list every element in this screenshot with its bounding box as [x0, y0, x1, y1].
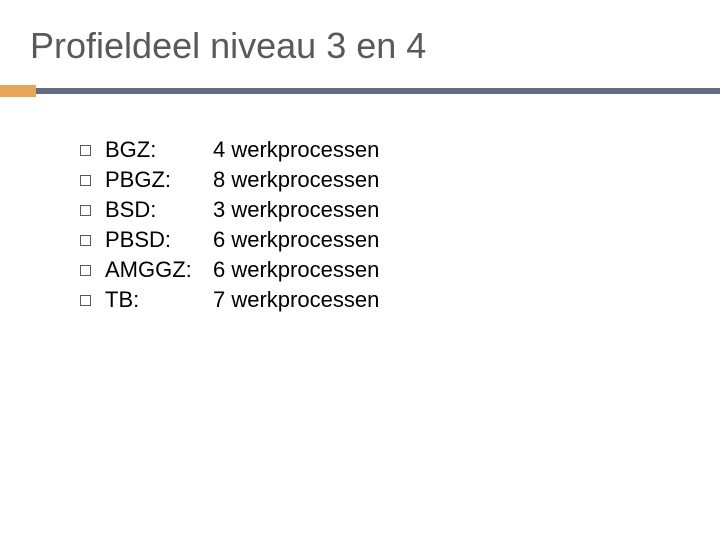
bullet-icon: [80, 145, 91, 156]
item-value: 3 werkprocessen: [213, 197, 379, 223]
item-value: 4 werkprocessen: [213, 137, 379, 163]
slide-title: Profieldeel niveau 3 en 4: [30, 25, 690, 67]
item-label: BGZ:: [105, 137, 213, 163]
item-value: 6 werkprocessen: [213, 257, 379, 283]
bullet-icon: [80, 175, 91, 186]
list-item: PBGZ: 8 werkprocessen: [80, 167, 690, 193]
content-list: BGZ: 4 werkprocessen PBGZ: 8 werkprocess…: [30, 127, 690, 313]
item-text: BSD: 3 werkprocessen: [105, 197, 379, 223]
item-text: BGZ: 4 werkprocessen: [105, 137, 379, 163]
list-item: AMGGZ: 6 werkprocessen: [80, 257, 690, 283]
slide-container: Profieldeel niveau 3 en 4 BGZ: 4 werkpro…: [0, 0, 720, 540]
list-item: TB: 7 werkprocessen: [80, 287, 690, 313]
item-value: 8 werkprocessen: [213, 167, 379, 193]
item-text: PBSD: 6 werkprocessen: [105, 227, 379, 253]
list-item: BSD: 3 werkprocessen: [80, 197, 690, 223]
item-text: TB: 7 werkprocessen: [105, 287, 379, 313]
item-value: 6 werkprocessen: [213, 227, 379, 253]
bullet-icon: [80, 295, 91, 306]
accent-block: [0, 85, 36, 97]
bullet-icon: [80, 265, 91, 276]
bullet-icon: [80, 235, 91, 246]
list-item: BGZ: 4 werkprocessen: [80, 137, 690, 163]
divider-line: [36, 88, 720, 94]
item-label: PBGZ:: [105, 167, 213, 193]
item-label: TB:: [105, 287, 213, 313]
item-label: AMGGZ:: [105, 257, 213, 283]
item-text: AMGGZ: 6 werkprocessen: [105, 257, 379, 283]
list-item: PBSD: 6 werkprocessen: [80, 227, 690, 253]
item-label: BSD:: [105, 197, 213, 223]
item-text: PBGZ: 8 werkprocessen: [105, 167, 379, 193]
divider: [30, 85, 690, 97]
item-label: PBSD:: [105, 227, 213, 253]
bullet-icon: [80, 205, 91, 216]
item-value: 7 werkprocessen: [213, 287, 379, 313]
